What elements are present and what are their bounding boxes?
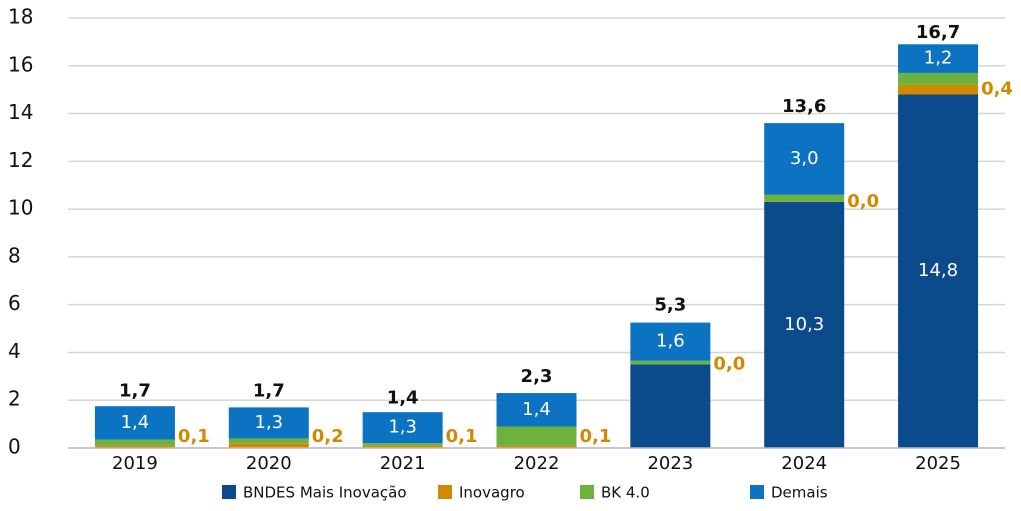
total-label: 1,7 [253, 380, 285, 401]
total-label: 1,7 [119, 380, 151, 401]
legend-label: BK 4.0 [601, 484, 650, 502]
bar-segment [764, 201, 845, 448]
bar-segment [630, 364, 711, 448]
value-label: 10,3 [784, 314, 824, 335]
value-label: 3,0 [790, 148, 819, 169]
legend-swatch [222, 485, 236, 499]
x-tick-label: 2024 [781, 453, 827, 474]
legend-swatch [750, 485, 764, 499]
legend-label: BNDES Mais Inovação [243, 484, 407, 502]
bar-segment [228, 443, 309, 448]
value-label: 1,2 [924, 48, 953, 69]
bar-segment [496, 445, 577, 448]
bar-segment [228, 438, 309, 444]
y-tick-label: 18 [8, 5, 33, 29]
bar-segment [496, 393, 577, 427]
value-label: 1,3 [388, 417, 417, 438]
bar-segment [94, 439, 175, 446]
value-label: 1,4 [522, 399, 551, 420]
side-label: 0,0 [847, 191, 879, 212]
bar-segment [898, 84, 979, 95]
bar-segment [362, 412, 443, 444]
value-label: 1,3 [254, 412, 283, 433]
bar-segment [764, 123, 845, 195]
total-label: 2,3 [521, 366, 553, 387]
value-label: 14,8 [918, 260, 958, 281]
total-label: 1,4 [387, 388, 419, 409]
y-tick-label: 4 [8, 339, 21, 363]
side-label: 0,2 [312, 426, 344, 447]
total-label: 13,6 [782, 96, 826, 117]
value-label: 1,4 [121, 412, 150, 433]
total-label: 16,7 [916, 22, 960, 43]
legend-label: Demais [771, 484, 828, 502]
y-tick-label: 2 [8, 387, 21, 411]
bar-segment [94, 445, 175, 448]
bar-segment [898, 44, 979, 73]
side-label: 0,4 [981, 79, 1013, 100]
y-tick-label: 12 [8, 148, 33, 172]
total-label: 5,3 [654, 294, 686, 315]
x-tick-label: 2022 [514, 453, 560, 474]
bar-segment [94, 406, 175, 440]
y-tick-label: 16 [8, 52, 33, 76]
side-label: 0,1 [178, 426, 210, 447]
legend-swatch [438, 485, 452, 499]
y-tick-label: 8 [8, 243, 21, 267]
x-tick-label: 2020 [246, 453, 292, 474]
y-tick-label: 6 [8, 291, 21, 315]
side-label: 0,0 [713, 353, 745, 374]
bar-segment [362, 445, 443, 448]
bar-segment [630, 322, 711, 361]
bar-segment [764, 194, 845, 202]
x-tick-label: 2025 [915, 453, 961, 474]
bar-segment [630, 360, 711, 365]
legend-swatch [580, 485, 594, 499]
bar-segment [228, 407, 309, 439]
y-tick-label: 0 [8, 435, 21, 459]
x-tick-label: 2023 [647, 453, 693, 474]
side-label: 0,1 [446, 426, 478, 447]
x-tick-label: 2019 [112, 453, 158, 474]
x-tick-label: 2021 [380, 453, 426, 474]
value-label: 1,6 [656, 331, 685, 352]
bar-segment [496, 426, 577, 446]
y-tick-label: 10 [8, 196, 33, 220]
y-tick-label: 14 [8, 100, 33, 124]
bar-segment [898, 94, 979, 448]
bar-segment [898, 72, 979, 85]
legend-label: Inovagro [459, 484, 525, 502]
bar-segment [362, 443, 443, 446]
side-label: 0,1 [580, 426, 612, 447]
